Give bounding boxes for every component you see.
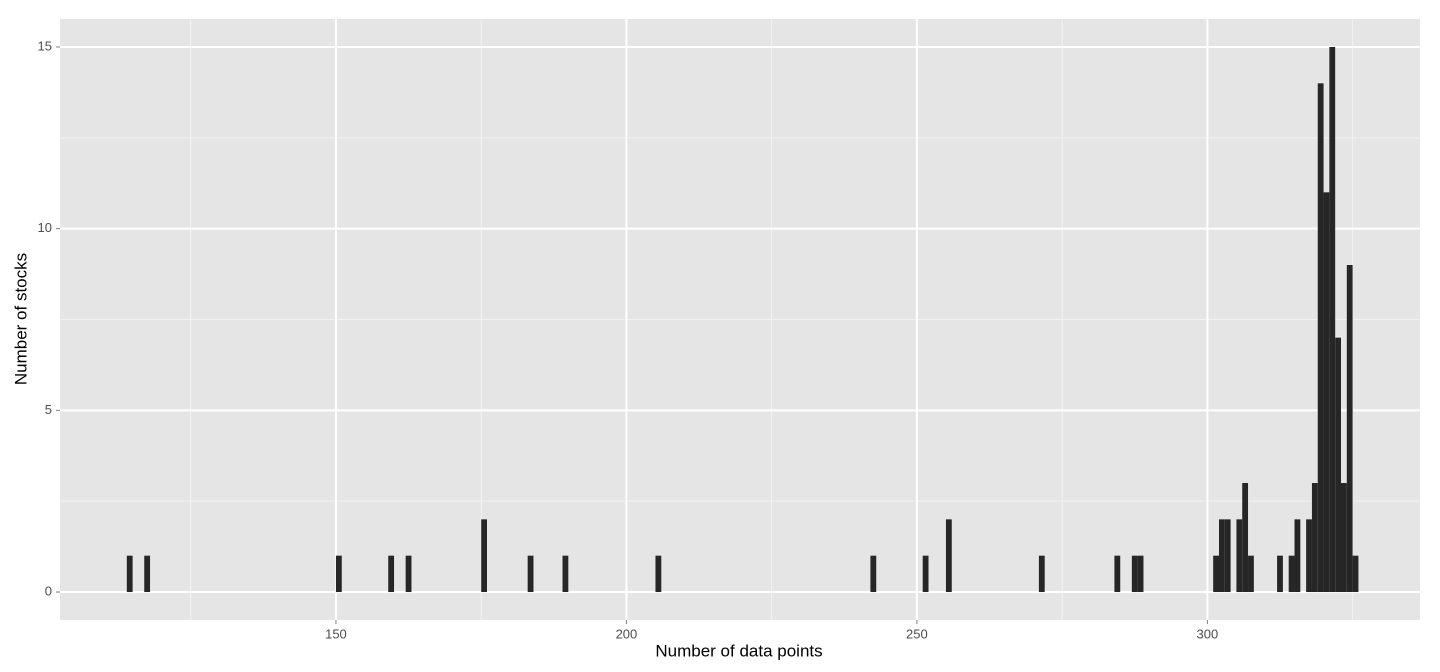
bar [1329, 46, 1336, 593]
bar [1114, 555, 1121, 593]
bar [1224, 519, 1231, 593]
bar [562, 555, 569, 593]
x-tick-label: 250 [906, 626, 928, 641]
bar [1311, 483, 1318, 593]
bar [1131, 555, 1138, 593]
bar [870, 555, 877, 593]
bar [1213, 555, 1219, 593]
bar [1346, 264, 1353, 593]
bar [945, 519, 952, 593]
bar [1317, 83, 1324, 593]
bar [335, 555, 342, 593]
bar [1294, 519, 1301, 593]
bar [1038, 555, 1045, 593]
bar [922, 555, 929, 593]
y-tick-label: 10 [38, 220, 52, 235]
x-axis-title: Number of data points [655, 641, 822, 660]
bar [1242, 483, 1249, 593]
bar [1248, 555, 1254, 593]
bar [1352, 555, 1359, 593]
bar [527, 555, 534, 593]
bar [126, 555, 133, 593]
bar [144, 555, 151, 593]
bar [1323, 192, 1330, 593]
y-tick-label: 5 [45, 402, 52, 417]
bar [405, 555, 412, 593]
bar [481, 519, 487, 593]
y-tick-label: 0 [45, 583, 52, 598]
x-tick-label: 150 [325, 626, 347, 641]
bar [1340, 483, 1347, 593]
bar [1277, 555, 1283, 593]
x-tick-label: 200 [616, 626, 638, 641]
bar [1335, 337, 1341, 593]
bar [655, 555, 662, 593]
x-tick-label: 300 [1197, 626, 1219, 641]
bar [1288, 555, 1295, 593]
bar [1306, 519, 1312, 593]
y-tick-label: 15 [38, 38, 52, 53]
bar [1236, 519, 1243, 593]
bar [1137, 555, 1144, 593]
bar [1218, 519, 1225, 593]
bar [388, 555, 395, 593]
y-axis-title: Number of stocks [11, 253, 30, 385]
